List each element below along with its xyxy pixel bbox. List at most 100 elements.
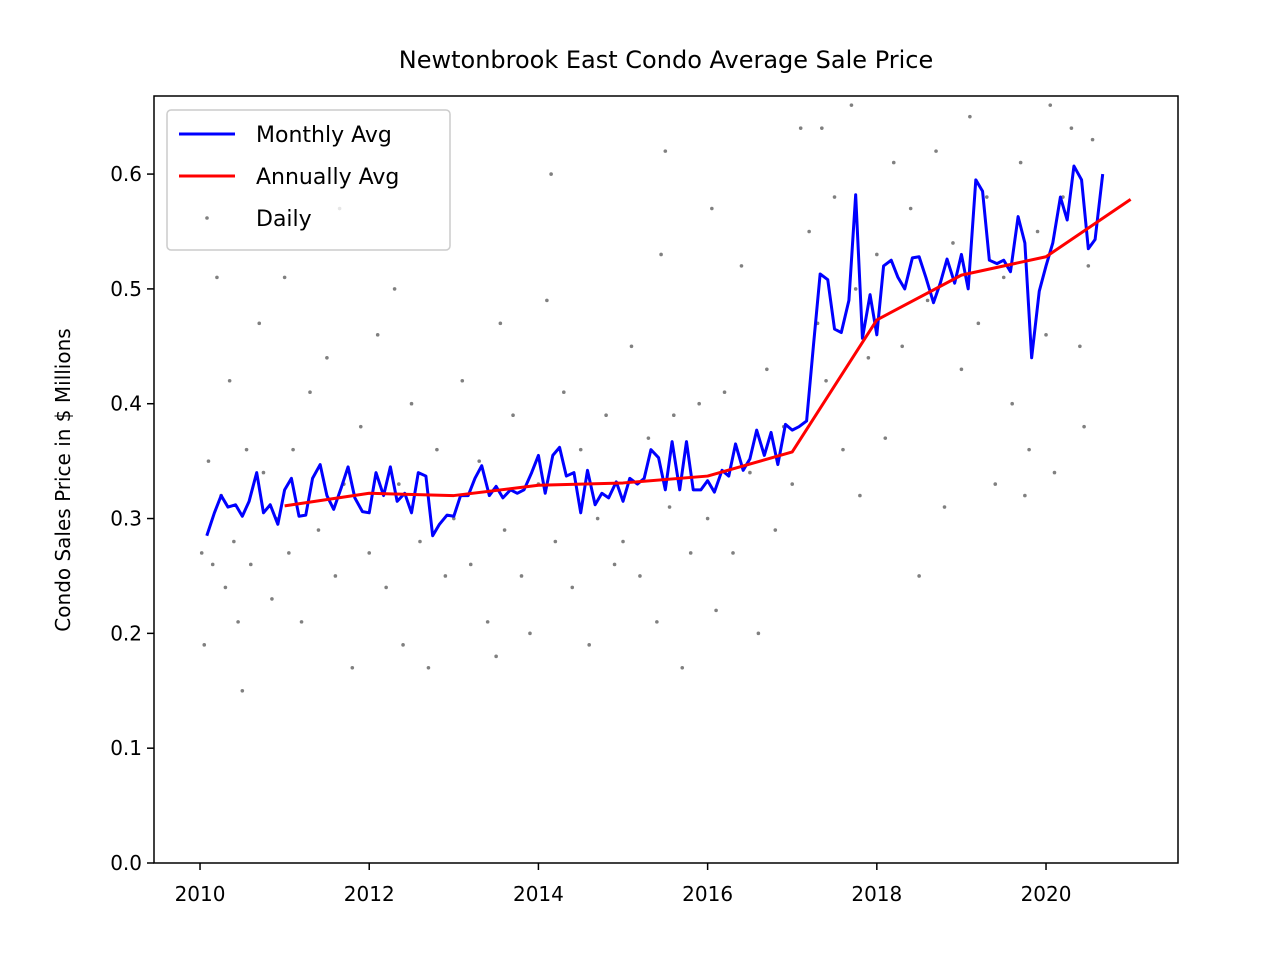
daily-point	[688, 551, 693, 555]
daily-point	[1044, 333, 1048, 337]
daily-point	[549, 172, 553, 176]
y-axis-label: Condo Sales Price in $ Millions	[51, 328, 75, 631]
daily-point	[409, 401, 414, 406]
daily-point	[731, 551, 735, 555]
daily-point	[485, 620, 490, 624]
daily-point	[1069, 126, 1074, 130]
daily-point	[261, 470, 266, 475]
legend-marker	[205, 216, 209, 220]
daily-point	[215, 275, 219, 280]
daily-point	[667, 505, 672, 509]
daily-point	[714, 608, 718, 613]
daily-point	[528, 631, 532, 636]
daily-point	[993, 482, 998, 486]
daily-point	[853, 287, 858, 291]
daily-point	[545, 298, 549, 303]
daily-point	[308, 390, 312, 395]
daily-point	[1027, 447, 1031, 452]
chart-title: Newtonbrook East Condo Average Sale Pric…	[399, 46, 933, 74]
daily-point	[875, 252, 879, 257]
daily-point	[722, 390, 727, 395]
y-tick-label: 0.4	[110, 392, 142, 416]
daily-point	[358, 424, 363, 429]
daily-point	[858, 493, 862, 498]
daily-point	[199, 551, 204, 555]
daily-point	[671, 413, 676, 418]
y-tick-label: 0.6	[110, 162, 142, 186]
daily-point	[951, 241, 955, 245]
daily-point	[942, 505, 947, 509]
daily-point	[968, 114, 972, 119]
daily-point	[502, 528, 507, 532]
daily-point	[299, 620, 304, 624]
daily-point	[638, 574, 642, 578]
daily-point	[401, 643, 405, 647]
daily-point	[820, 126, 824, 130]
daily-point	[206, 459, 211, 463]
daily-point	[418, 539, 422, 544]
daily-point	[240, 688, 245, 693]
daily-point	[553, 539, 558, 544]
x-tick-label: 2012	[344, 882, 395, 906]
daily-point	[1090, 137, 1095, 142]
y-tick-label: 0.3	[110, 507, 142, 531]
legend-box	[166, 109, 451, 251]
daily-point	[270, 597, 274, 601]
daily-point	[511, 413, 515, 418]
daily-point	[397, 482, 401, 486]
daily-point	[257, 321, 262, 326]
daily-point	[1010, 401, 1014, 406]
legend-label: Monthly Avg	[256, 123, 392, 148]
daily-point	[959, 367, 964, 372]
x-tick-label: 2020	[1021, 882, 1072, 906]
daily-point	[562, 390, 566, 395]
daily-point	[291, 447, 295, 452]
daily-point	[697, 401, 701, 406]
daily-point	[232, 539, 236, 544]
daily-point	[1048, 103, 1053, 107]
daily-point	[519, 574, 524, 578]
daily-point	[765, 367, 769, 372]
daily-point	[883, 436, 888, 440]
daily-point	[756, 631, 761, 636]
daily-point	[498, 321, 503, 326]
legend-label: Annually Avg	[256, 165, 399, 190]
daily-point	[1082, 424, 1086, 429]
daily-point	[976, 321, 981, 326]
daily-point	[210, 562, 215, 567]
daily-point	[917, 574, 921, 578]
daily-point	[866, 355, 871, 360]
series-line	[284, 198, 1132, 508]
daily-point	[248, 562, 253, 567]
daily-point	[236, 620, 240, 624]
daily-point	[985, 195, 989, 199]
y-tick-label: 0.0	[110, 851, 142, 875]
x-tick-label: 2010	[175, 882, 226, 906]
daily-point	[494, 654, 498, 659]
daily-point	[663, 149, 668, 153]
daily-point	[824, 378, 828, 383]
x-tick-label: 2016	[682, 882, 733, 906]
daily-point	[468, 562, 473, 567]
daily-point	[629, 344, 634, 349]
daily-point	[604, 413, 608, 418]
daily-point	[748, 470, 752, 475]
daily-point	[1035, 229, 1040, 234]
y-tick-label: 0.1	[110, 736, 142, 760]
daily-point	[1023, 493, 1027, 498]
plot-area	[199, 103, 1132, 693]
daily-point	[1018, 160, 1023, 165]
daily-point	[223, 585, 228, 590]
daily-point	[790, 482, 795, 486]
daily-point	[227, 378, 232, 383]
daily-point	[891, 160, 896, 165]
daily-point	[1001, 275, 1006, 280]
daily-point	[570, 585, 575, 590]
daily-point	[646, 436, 651, 440]
daily-point	[621, 539, 625, 544]
daily-point	[849, 103, 854, 107]
daily-point	[333, 574, 338, 578]
daily-point	[282, 275, 287, 280]
daily-point	[900, 344, 905, 349]
